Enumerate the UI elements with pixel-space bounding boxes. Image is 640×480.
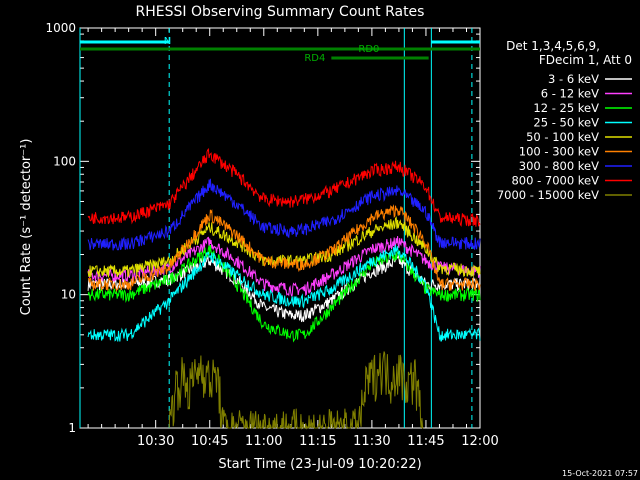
series-line (87, 147, 481, 227)
legend-label: 300 - 800 keV (519, 159, 599, 173)
y-tick-label: 1000 (45, 21, 76, 35)
x-tick-label: 11:30 (353, 434, 390, 449)
bar-label-rd4: RD4 (304, 53, 325, 64)
plot-area: 1 10 100 1000 10:30 10:45 11:00 11:15 11:30 11:45… (45, 21, 498, 449)
series-line (87, 245, 481, 343)
x-tick-label: 12:00 (461, 434, 498, 449)
x-tick-label: 11:45 (407, 434, 444, 449)
legend-label: 12 - 25 keV (533, 101, 599, 115)
legend-label: 25 - 50 keV (533, 116, 599, 130)
y-tick-label: 10 (61, 288, 76, 302)
y-tick-label: 100 (53, 154, 76, 168)
legend-label: 6 - 12 keV (541, 87, 599, 101)
series-line (87, 236, 481, 297)
series-line (87, 216, 481, 278)
series-line (87, 244, 481, 342)
legend-label: 7000 - 15000 keV (497, 188, 599, 202)
y-tick-label: 1 (68, 421, 76, 435)
legend-label: 50 - 100 keV (526, 130, 599, 144)
legend-header-line1: Det 1,3,4,5,6,9, (506, 39, 600, 53)
x-tick-label: 11:00 (245, 434, 282, 449)
legend-label: 100 - 300 keV (519, 145, 599, 159)
legend-label: 800 - 7000 keV (511, 174, 599, 188)
bar-label-rd0: RD0 (358, 44, 379, 55)
legend-label: 3 - 6 keV (548, 72, 599, 86)
footer-timestamp: 15-Oct-2021 07:57 (562, 469, 638, 478)
x-tick-label: 10:30 (137, 434, 174, 449)
chart-title: RHESSI Observing Summary Count Rates (136, 4, 425, 20)
series-line (168, 351, 424, 430)
legend-header-line2: FDecim 1, Att 0 (539, 53, 632, 67)
series-line (88, 204, 481, 293)
y-axis-label: Count Rate (s⁻¹ detector⁻¹) (19, 139, 34, 316)
x-tick-label: 10:45 (191, 434, 228, 449)
series-line (87, 178, 481, 251)
x-axis-label: Start Time (23-Jul-09 10:20:22) (218, 457, 421, 472)
x-tick-label: 11:15 (299, 434, 336, 449)
bar-label-n: N (164, 36, 171, 47)
